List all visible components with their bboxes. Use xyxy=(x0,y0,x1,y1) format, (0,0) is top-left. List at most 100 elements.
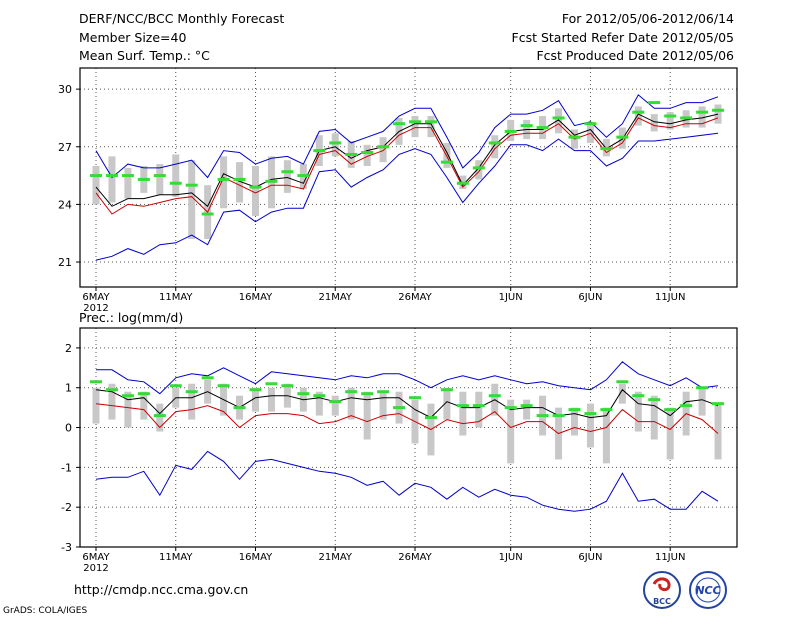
temperature-median-mark xyxy=(536,126,549,130)
precipitation-xtick-label: 6JUN xyxy=(578,552,602,563)
temperature-ensemble-box xyxy=(331,133,339,157)
precipitation-xtick-label: 11MAY xyxy=(159,552,193,563)
temperature-ensemble-box xyxy=(427,116,435,138)
precipitation-ensemble-box xyxy=(331,395,339,416)
temperature-median-mark xyxy=(600,147,613,151)
precipitation-ytick-label: -3 xyxy=(61,541,72,554)
temperature-median-mark xyxy=(520,124,533,128)
temperature-ensemble-box xyxy=(363,144,371,166)
precipitation-ensemble-box xyxy=(315,391,323,416)
temperature-median-mark xyxy=(552,116,565,120)
precipitation-ensemble-box xyxy=(140,391,148,420)
precipitation-ytick-label: -2 xyxy=(61,501,72,514)
temperature-upper-line xyxy=(95,94,719,179)
temperature-observation-line xyxy=(95,117,719,215)
precipitation-ensemble-box xyxy=(507,399,515,464)
precipitation-ensemble-box xyxy=(188,383,196,420)
precipitation-ensemble-box xyxy=(443,387,451,420)
temperature-ensemble-box xyxy=(491,135,499,159)
precipitation-median-mark xyxy=(361,392,374,396)
precipitation-median-mark xyxy=(281,384,294,388)
temperature-frame xyxy=(79,67,738,288)
precipitation-ensemble-box xyxy=(252,387,259,412)
precipitation-median-mark xyxy=(568,408,581,412)
precipitation-median-mark xyxy=(552,414,565,418)
precipitation-median-mark xyxy=(488,394,501,398)
bcc-logo-swirl xyxy=(652,577,671,592)
precipitation-ensemble-box xyxy=(156,403,164,432)
precipitation-xtick-year: 2012 xyxy=(83,563,108,574)
precipitation-frame xyxy=(79,327,738,548)
temperature-ensemble-box xyxy=(108,156,116,203)
temperature-median-mark xyxy=(201,212,214,216)
temperature-median-mark xyxy=(393,122,406,126)
temperature-median-mark xyxy=(488,141,501,145)
temperature-ytick-label: 24 xyxy=(58,198,72,211)
precipitation-median-mark xyxy=(137,392,150,396)
precipitation-median-mark xyxy=(393,406,406,410)
temperature-median-mark xyxy=(664,114,677,118)
precipitation-median-mark xyxy=(105,388,118,392)
temperature-median-mark xyxy=(424,120,437,124)
bcc-logo: BCC xyxy=(643,571,681,609)
precipitation-xtick-label: 6MAY xyxy=(82,552,110,563)
precipitation-ensemble-box xyxy=(523,399,531,420)
precipitation-observation-line xyxy=(95,403,719,435)
temperature-ensemble-box xyxy=(283,160,291,193)
precipitation-ensemble-box xyxy=(92,387,100,424)
temperature-median-mark xyxy=(169,181,182,185)
precipitation-ytick-label: -1 xyxy=(61,461,72,474)
precipitation-ensemble-box xyxy=(571,407,578,436)
precipitation-median-mark xyxy=(712,402,725,406)
precipitation-title: Prec.: log(mm/d) xyxy=(79,310,183,325)
precipitation-ensemble-box xyxy=(618,383,626,404)
precipitation-xtick-label: 26MAY xyxy=(398,552,432,563)
temperature-median-mark xyxy=(121,174,134,178)
precipitation-median-mark xyxy=(377,390,390,394)
temperature-ensemble-box xyxy=(172,154,180,197)
precipitation-ensemble-box xyxy=(459,391,467,436)
precipitation-median-mark xyxy=(616,380,629,384)
temperature-median-mark xyxy=(233,177,246,181)
temperature-median-mark xyxy=(680,116,693,120)
temperature-median-mark xyxy=(696,110,709,114)
bcc-logo-text: BCC xyxy=(653,597,671,606)
precipitation-ensemble-box xyxy=(108,383,116,420)
temperature-median-mark xyxy=(632,110,645,114)
temperature-median-mark xyxy=(313,149,326,153)
temperature-ensemble-box xyxy=(188,160,196,239)
precipitation-median-mark xyxy=(536,414,549,418)
precipitation-median-mark xyxy=(424,416,437,420)
temperature-median-mark xyxy=(249,185,262,189)
precipitation-median-mark xyxy=(233,406,246,410)
temperature-median-mark xyxy=(472,166,485,170)
precipitation-ensemble-box xyxy=(634,391,642,432)
source-url[interactable]: http://cmdp.ncc.cma.gov.cn xyxy=(74,582,249,597)
precipitation-median-mark xyxy=(121,394,134,398)
precipitation-ensemble-box xyxy=(379,391,387,420)
temperature-xtick-label: 21MAY xyxy=(318,292,352,303)
title: DERF/NCC/BCC Monthly Forecast xyxy=(79,11,285,26)
temperature-median-mark xyxy=(616,135,629,139)
temperature-median-mark xyxy=(584,122,597,126)
precipitation-ytick-label: 0 xyxy=(65,422,72,435)
temperature-ensemble-box xyxy=(586,121,594,143)
temperature-xtick-year: 2012 xyxy=(83,303,108,314)
temperature-median-mark xyxy=(217,177,230,181)
precipitation-median-mark xyxy=(440,388,453,392)
precipitation-median-mark xyxy=(297,392,310,396)
temperature-ensemble-mean-line xyxy=(95,113,719,208)
ncc-logo: NCC xyxy=(689,571,727,609)
precipitation-ytick-label: 1 xyxy=(65,382,72,395)
temperature-median-mark xyxy=(440,160,453,164)
precipitation-ensemble-box xyxy=(475,391,483,428)
temperature-median-mark xyxy=(377,145,390,149)
temperature-ensemble-box xyxy=(220,156,228,209)
temperature-median-mark xyxy=(185,183,198,187)
precipitation-median-mark xyxy=(409,396,421,400)
temperature-median-mark xyxy=(361,151,374,155)
precipitation-ensemble-box xyxy=(714,403,722,460)
